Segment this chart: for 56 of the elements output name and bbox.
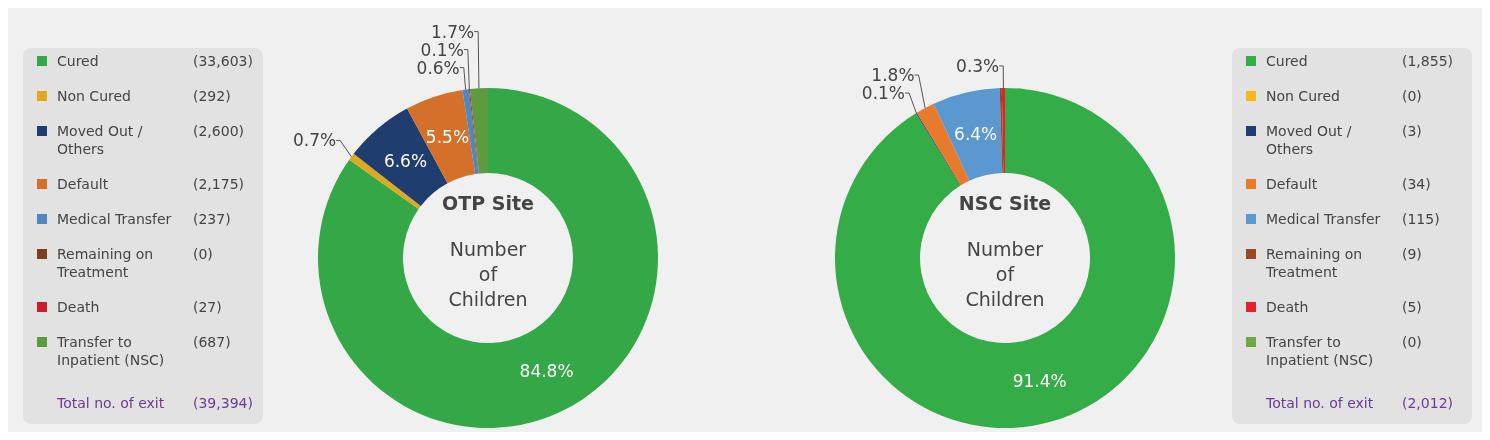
text: (2,175) [193,176,245,192]
text: (2,012) [1402,395,1454,411]
data-label: 6.6% [383,150,428,171]
text: OTP Site [442,192,534,214]
legend-label: Death [57,299,100,315]
legend-label: Default [1266,176,1318,192]
text: Total no. of exit [56,395,165,411]
legend-label: Medical Transfer [1266,211,1381,227]
legend-label: Cured [57,53,99,69]
data-label: 0.3% [956,56,1000,77]
text: (0) [1402,334,1422,350]
data-label: 6.4% [954,123,998,144]
text: (9) [1402,246,1422,262]
donut-slice [469,88,488,174]
legend-label: Moved Out / Others [1266,123,1352,157]
text: (292) [193,88,231,104]
text: (115) [1402,211,1440,227]
text: (39,394) [193,395,253,411]
text: NSC Site [958,192,1052,214]
data-label: 5.5% [425,127,470,148]
data-label: 84.8% [519,361,574,382]
data-label: 0.1% [420,39,464,60]
text: (2,600) [193,123,245,139]
legend-label: Cured [1266,53,1308,69]
data-label: 1.7% [430,21,475,42]
legend-label: Transfer to Inpatient (NSC) [1265,334,1374,368]
text: (3) [1402,123,1422,139]
data-label: 0.1% [861,83,906,104]
data-label: 91.4% [1012,370,1067,391]
legend-label: Death [1266,299,1309,315]
text: (33,603) [193,53,253,69]
donut-slice [468,88,479,174]
text: Number of Children [965,238,1045,310]
text: Number of Children [448,238,528,310]
legend-label: Non Cured [1266,88,1340,104]
text: (237) [193,211,231,227]
legend-label: Medical Transfer [57,211,172,227]
text: (0) [193,246,213,262]
legend-label: Remaining on Treatment [56,246,154,280]
donut-slice [835,88,1175,428]
text: (5) [1402,299,1422,315]
text: Total no. of exit [1265,395,1374,411]
data-label: 1.8% [871,65,915,86]
data-label: 0.6% [416,57,460,78]
donut-slice [933,88,1003,181]
legend-label: Non Cured [57,88,131,104]
text: (687) [193,334,231,350]
legend-label: Transfer to Inpatient (NSC) [56,334,165,368]
text: (27) [193,299,222,315]
text: (1,855) [1402,53,1454,69]
legend-label: Moved Out / Others [57,123,143,157]
text: (34) [1402,176,1431,192]
data-label: 0.7% [292,130,337,151]
text: (0) [1402,88,1422,104]
legend-label: Remaining on Treatment [1265,246,1363,280]
legend-label: Default [57,176,109,192]
